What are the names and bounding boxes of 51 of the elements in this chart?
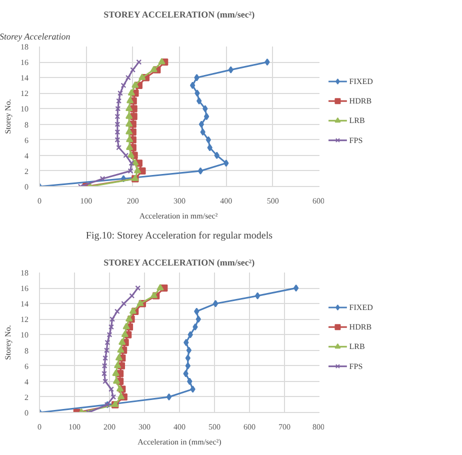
y-tick-label: 16	[20, 58, 28, 68]
x-tick-label: 0	[38, 422, 42, 432]
x-tick-label: 300	[138, 422, 150, 432]
legend-label: FIXED	[349, 303, 374, 312]
caption: Fig.10: Storey Acceleration for regular models	[86, 230, 273, 242]
y-tick-label: 4	[24, 151, 28, 160]
y-axis-title: Storey No.	[4, 99, 12, 134]
legend-label: FPS	[349, 136, 363, 145]
x-tick-label: 400	[220, 196, 232, 206]
y-tick-label: 14	[20, 300, 28, 309]
y-tick-label: 8	[24, 120, 28, 130]
x-tick-label: 400	[174, 422, 186, 432]
y-tick-label: 12	[20, 315, 28, 324]
x-tick-label: 800	[312, 422, 324, 432]
y-tick-label: 2	[24, 392, 28, 402]
y-axis-title: Storey No.	[4, 325, 12, 360]
x-tick-label: 100	[68, 422, 80, 432]
legend-label: FIXED	[349, 77, 374, 86]
y-tick-label: 8	[24, 346, 28, 356]
y-tick-label: 18	[20, 268, 28, 278]
y-tick-label: 2	[24, 166, 28, 176]
y-tick-label: 10	[20, 104, 28, 114]
y-tick-label: 16	[20, 284, 28, 294]
y-tick-label: 12	[20, 89, 28, 98]
x-tick-label: 0	[38, 196, 42, 206]
chart-title: STOREY ACCELERATION (mm/sec²)	[104, 10, 255, 20]
x-tick-label: 300	[174, 196, 186, 206]
x-tick-label: 500	[266, 196, 279, 206]
x-tick-label: 200	[126, 196, 139, 206]
x-tick-label: 600	[244, 422, 256, 432]
x-tick-label: 100	[80, 196, 92, 206]
y-tick-label: 0	[24, 408, 28, 418]
legend-label: HDRB	[349, 322, 372, 332]
legend-label: LRB	[349, 342, 365, 352]
y-tick-label: 14	[20, 74, 28, 83]
y-tick-label: 0	[24, 182, 28, 192]
y-tick-label: 18	[20, 42, 28, 52]
y-tick-label: 6	[24, 136, 28, 145]
x-tick-label: 500	[208, 422, 220, 432]
x-axis-title: Acceleration in (mm/sec²)	[138, 438, 222, 446]
legend-label: HDRB	[349, 96, 372, 106]
x-axis-title: Acceleration in mm/sec²	[139, 212, 218, 220]
legend-label: LRB	[349, 116, 365, 126]
x-tick-label: 700	[278, 422, 290, 432]
x-tick-label: 200	[104, 422, 116, 432]
legend-label: FPS	[349, 362, 363, 371]
y-tick-label: 10	[20, 330, 28, 340]
y-tick-label: 6	[24, 362, 28, 371]
x-tick-label: 600	[312, 196, 324, 206]
y-tick-label: 4	[24, 377, 28, 386]
chart-title: STOREY ACCELERATION (mm/sec²)	[104, 258, 255, 268]
